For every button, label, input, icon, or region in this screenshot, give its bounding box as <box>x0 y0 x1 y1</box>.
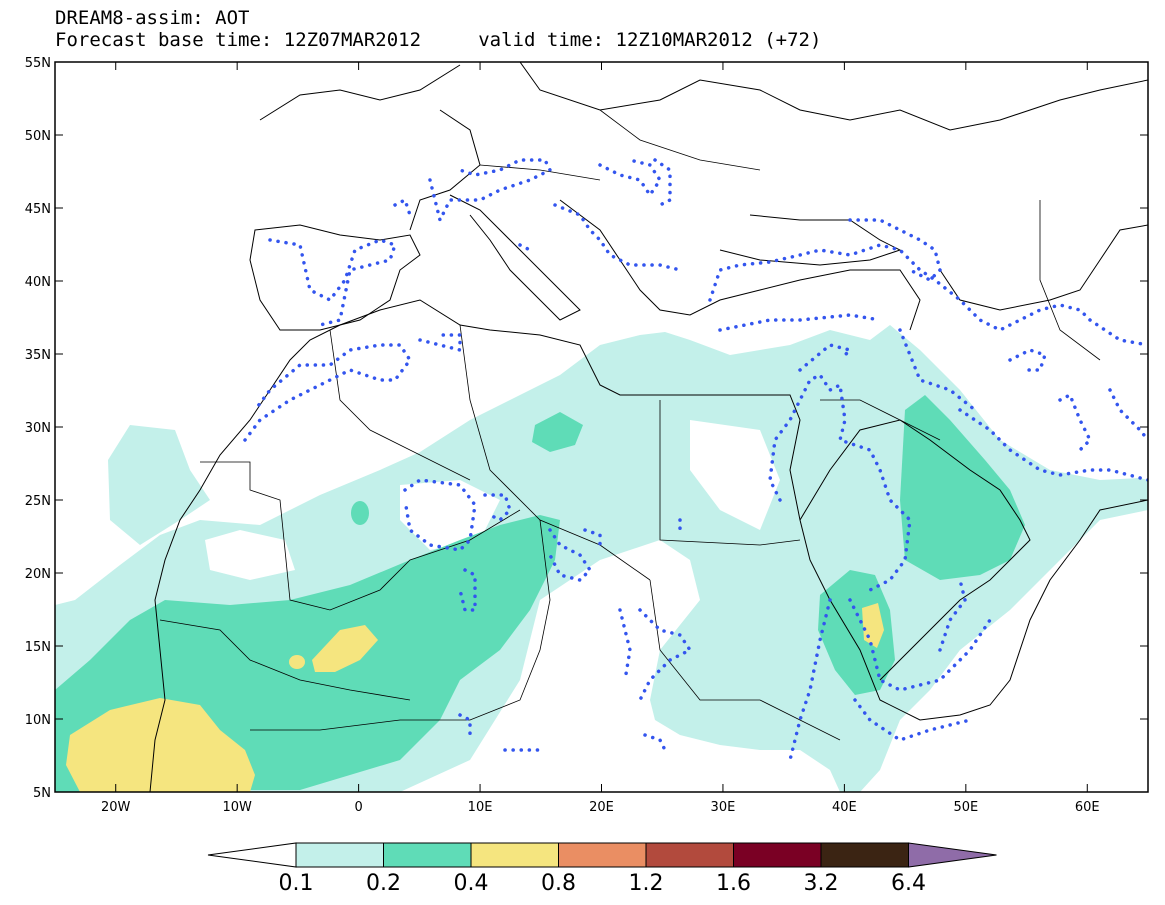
colorbar-high-arrow <box>908 842 997 868</box>
lon-tick-label: 60E <box>1075 800 1100 815</box>
lat-tick-label: 40N <box>25 275 51 290</box>
aot-band-0.1-west <box>108 425 210 545</box>
lat-tick-label: 25N <box>25 494 51 509</box>
colorbar: 0.1 0.2 0.4 0.8 1.2 1.6 3.2 6.4 <box>207 842 997 896</box>
lon-tick-label: 10E <box>468 800 493 815</box>
colorbar-swatch <box>645 842 734 868</box>
aot-gap-2 <box>400 480 500 550</box>
aot-band-0.4-spot <box>289 655 305 669</box>
colorbar-swatch <box>820 842 909 868</box>
axis-ticks: 55N 50N 45N 40N 35N 30N 25N 20N 15N 10N 5N 20W 10W 0 1… <box>25 56 1148 815</box>
map-plot-area <box>55 62 1148 792</box>
aot-gap-3 <box>690 420 780 530</box>
colorbar-label: 0.8 <box>541 871 576 896</box>
lon-tick-label: 20W <box>101 800 131 815</box>
colorbar-label: 0.1 <box>279 871 314 896</box>
colorbar-label: 1.6 <box>716 871 751 896</box>
colorbar-swatch <box>295 842 384 868</box>
lat-tick-label: 35N <box>25 348 51 363</box>
colorbar-label: 1.2 <box>629 871 664 896</box>
colorbar-swatch <box>558 842 647 868</box>
lat-tick-label: 15N <box>25 640 51 655</box>
aot-dotted-contours <box>243 158 1148 762</box>
aot-band-0.2-spot <box>351 501 369 525</box>
aot-band-0.2-redsea <box>818 570 895 695</box>
lat-tick-label: 50N <box>25 129 51 144</box>
lon-tick-label: 50E <box>953 800 978 815</box>
lat-tick-label: 30N <box>25 421 51 436</box>
colorbar-label: 0.4 <box>454 871 489 896</box>
colorbar-swatch <box>383 842 472 868</box>
colorbar-label: 6.4 <box>891 871 926 896</box>
lon-tick-label: 10W <box>222 800 252 815</box>
colorbar-label: 0.2 <box>366 871 401 896</box>
lat-tick-label: 45N <box>25 202 51 217</box>
forecast-time-line: Forecast base time: 12Z07MAR2012 valid t… <box>55 29 822 51</box>
country-borders <box>159 109 1101 741</box>
lat-tick-label: 55N <box>25 56 51 71</box>
lon-tick-label: 30E <box>711 800 736 815</box>
lon-tick-label: 40E <box>832 800 857 815</box>
colorbar-low-arrow <box>207 842 297 868</box>
aot-band-0.4 <box>66 698 255 792</box>
aot-gap <box>205 530 295 580</box>
lat-tick-label: 20N <box>25 567 51 582</box>
aot-band-0.2-libya <box>532 412 583 452</box>
lon-tick-label: 0 <box>354 800 362 815</box>
lat-tick-label: 5N <box>33 786 51 801</box>
colorbar-swatch <box>733 842 822 868</box>
colorbar-swatch <box>470 842 559 868</box>
lon-tick-label: 20E <box>589 800 614 815</box>
map-title: DREAM8-assim: AOT <box>55 7 250 29</box>
aot-band-0.4-sahel <box>312 625 378 672</box>
colorbar-label: 3.2 <box>804 871 839 896</box>
lat-tick-label: 10N <box>25 713 51 728</box>
